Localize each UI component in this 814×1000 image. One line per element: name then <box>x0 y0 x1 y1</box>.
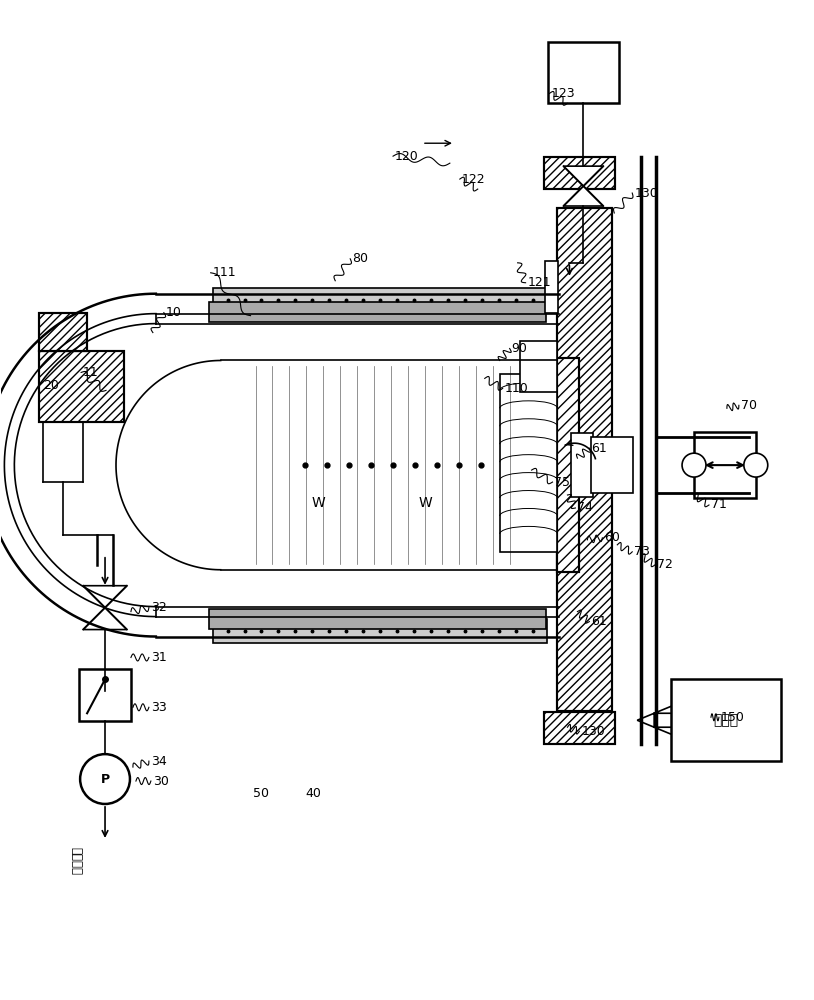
Text: 110: 110 <box>505 382 528 395</box>
Bar <box>558 208 612 711</box>
Bar <box>558 358 580 572</box>
Circle shape <box>744 453 768 477</box>
Bar <box>591 437 633 493</box>
Bar <box>571 433 593 497</box>
Text: 130: 130 <box>634 187 658 200</box>
Bar <box>212 619 546 643</box>
Text: 111: 111 <box>212 266 236 279</box>
Bar <box>39 351 124 422</box>
Bar <box>671 679 781 761</box>
Text: 90: 90 <box>512 342 527 355</box>
Text: 20: 20 <box>43 379 59 392</box>
Circle shape <box>682 453 706 477</box>
Bar <box>544 157 615 189</box>
Bar <box>519 341 558 392</box>
Bar <box>558 208 612 711</box>
Text: 30: 30 <box>153 775 168 788</box>
Bar <box>558 358 580 572</box>
Bar <box>39 351 124 422</box>
Text: 130: 130 <box>581 725 605 738</box>
Text: W: W <box>418 496 431 510</box>
Text: 70: 70 <box>741 399 757 412</box>
Polygon shape <box>83 586 127 608</box>
Bar <box>39 313 87 351</box>
Text: 121: 121 <box>527 276 551 289</box>
Circle shape <box>80 754 130 804</box>
Text: 71: 71 <box>711 498 727 511</box>
Bar <box>39 313 87 351</box>
Bar <box>212 288 546 312</box>
Text: 74: 74 <box>577 501 593 514</box>
Text: 122: 122 <box>462 173 485 186</box>
Text: 40: 40 <box>305 787 322 800</box>
Text: 34: 34 <box>151 755 167 768</box>
Text: 32: 32 <box>151 601 167 614</box>
Bar <box>544 712 615 744</box>
Text: 123: 123 <box>552 87 575 100</box>
Polygon shape <box>83 608 127 630</box>
Text: 75: 75 <box>554 476 571 489</box>
Bar <box>500 374 558 552</box>
Text: 61: 61 <box>591 615 607 628</box>
Text: 31: 31 <box>151 651 167 664</box>
Polygon shape <box>563 166 603 186</box>
Text: 60: 60 <box>604 531 620 544</box>
Bar <box>548 42 619 103</box>
Polygon shape <box>637 706 671 734</box>
Bar <box>544 712 615 744</box>
Bar <box>545 261 558 313</box>
Text: 120: 120 <box>395 150 418 163</box>
Text: P: P <box>100 773 110 786</box>
Text: W: W <box>312 496 325 510</box>
Text: 150: 150 <box>721 711 745 724</box>
Bar <box>544 157 615 189</box>
Text: 11: 11 <box>83 366 98 379</box>
Text: 真空排气: 真空排气 <box>70 847 83 875</box>
Text: 72: 72 <box>657 558 673 571</box>
Bar <box>208 609 545 629</box>
Text: 80: 80 <box>352 252 368 265</box>
Text: 33: 33 <box>151 701 167 714</box>
Text: 10: 10 <box>166 306 182 319</box>
Polygon shape <box>563 186 603 206</box>
Bar <box>694 432 756 498</box>
Bar <box>79 669 131 721</box>
Text: 61: 61 <box>591 442 607 455</box>
Text: 50: 50 <box>252 787 269 800</box>
Text: 控制部: 控制部 <box>713 713 738 727</box>
Bar <box>208 302 545 322</box>
Text: 73: 73 <box>634 545 650 558</box>
